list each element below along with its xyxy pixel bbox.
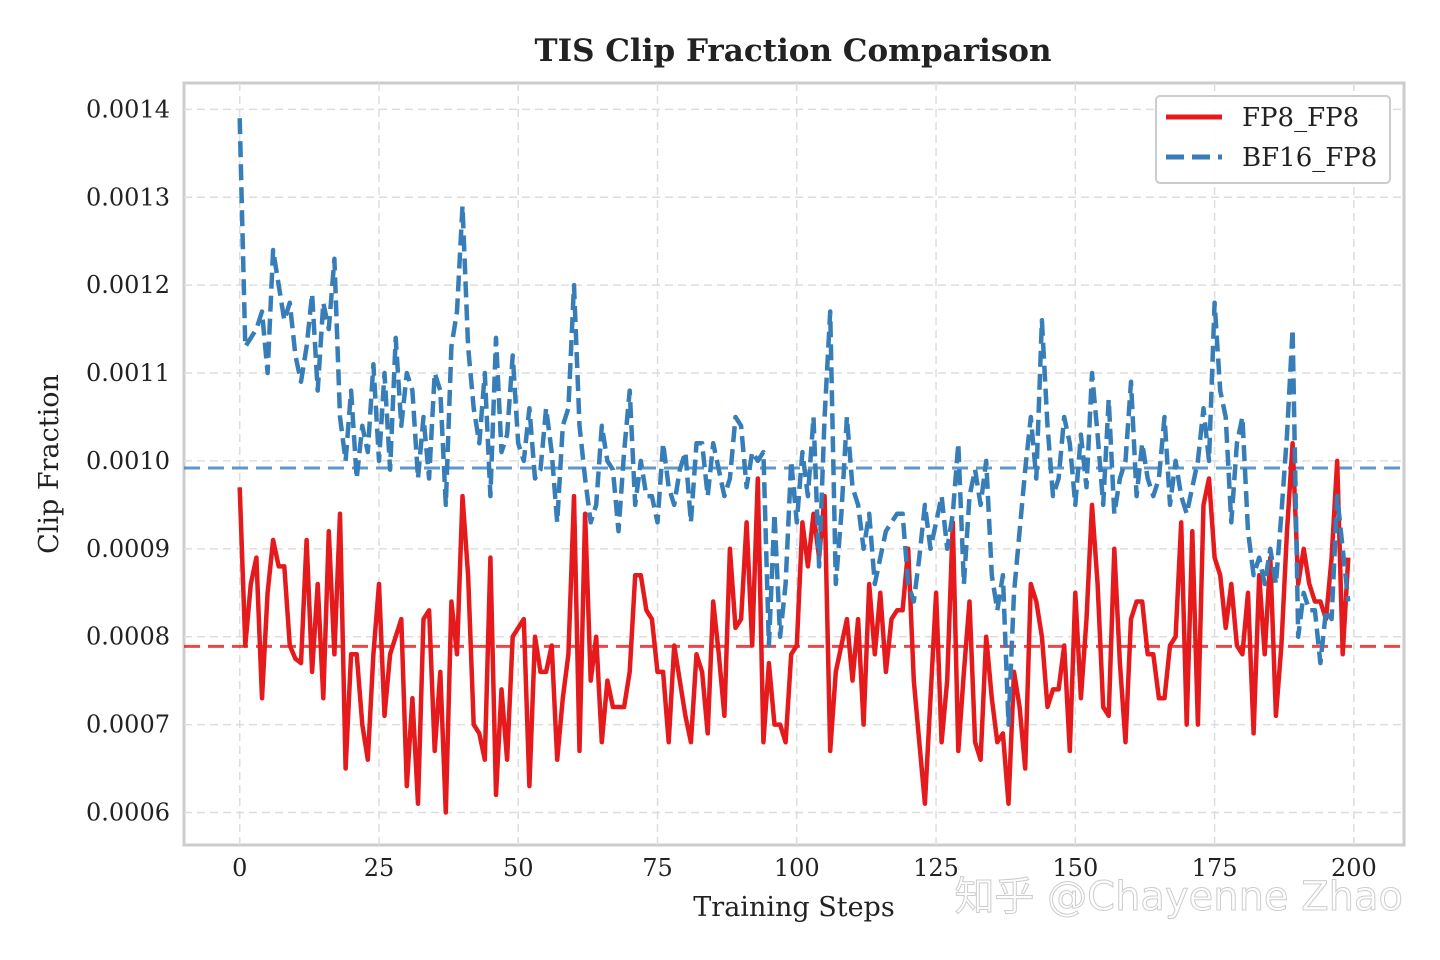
y-tick-label: 0.0012 [86, 271, 170, 299]
x-tick-label: 75 [642, 854, 673, 882]
watermark: 知乎 @Chayenne Zhao [954, 874, 1403, 920]
y-tick-label: 0.0011 [86, 359, 170, 387]
x-tick-label: 50 [503, 854, 534, 882]
x-axis-label: Training Steps [693, 892, 894, 923]
x-tick-label: 125 [913, 854, 959, 882]
y-tick-label: 0.0013 [86, 183, 170, 211]
y-axis-label: Clip Fraction [34, 374, 65, 554]
series-group [237, 118, 1351, 815]
legend-label-fp8-fp8: FP8_FP8 [1242, 103, 1359, 133]
y-tick-label: 0.0009 [86, 535, 170, 563]
y-tick-label: 0.0010 [86, 447, 170, 475]
y-tick-label: 0.0014 [86, 95, 170, 123]
y-tick-label: 0.0006 [86, 798, 170, 826]
x-ticks: 0 25 50 75 100 125 150 175 200 [232, 854, 1377, 882]
x-tick-label: 200 [1331, 854, 1377, 882]
x-tick-label: 175 [1192, 854, 1238, 882]
y-tick-label: 0.0008 [86, 623, 170, 651]
legend-label-bf16-fp8: BF16_FP8 [1242, 143, 1377, 173]
x-tick-label: 0 [232, 854, 247, 882]
series-line-bf16-fp8 [237, 118, 1351, 727]
x-tick-label: 150 [1052, 854, 1098, 882]
y-tick-label: 0.0007 [86, 711, 170, 739]
chart-title: TIS Clip Fraction Comparison [535, 33, 1052, 69]
legend: FP8_FP8 BF16_FP8 [1155, 95, 1391, 184]
series-line-fp8-fp8 [237, 441, 1351, 815]
y-ticks: 0.0006 0.0007 0.0008 0.0009 0.0010 0.0011 0.00… [86, 95, 170, 826]
x-tick-label: 25 [364, 854, 395, 882]
plot-area [182, 81, 1406, 847]
x-tick-label: 100 [774, 854, 820, 882]
